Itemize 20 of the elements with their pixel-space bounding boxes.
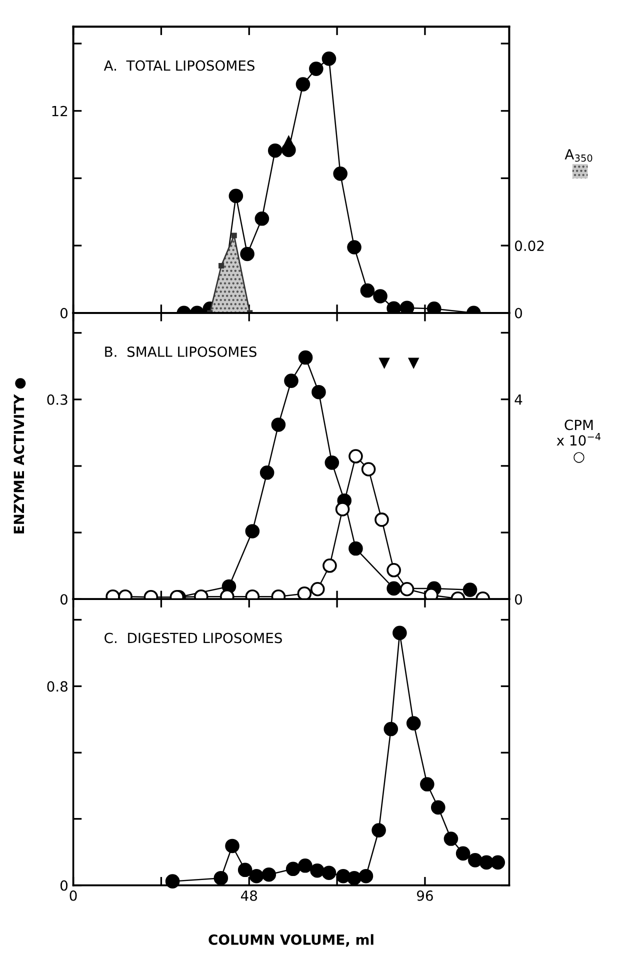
y-tick-label: 12	[52, 106, 68, 116]
y-tick-label: 0	[60, 594, 68, 605]
y-tick-label: 0.3	[47, 394, 68, 405]
y-tick-label: 0	[60, 880, 68, 891]
y-tick-label: 0.8	[47, 681, 68, 692]
y2-tick-label: 0.02	[514, 240, 544, 252]
text: CPM x 10$^{−4}$ ○	[556, 420, 601, 463]
x-tick-label: 96	[417, 890, 433, 901]
x-tick-label: 48	[240, 890, 258, 901]
text: C. DIGESTED LIPOSOMES	[104, 632, 282, 644]
y2-tick-label: 0	[514, 594, 522, 605]
y2-tick-label: 0	[514, 308, 522, 318]
text: A. TOTAL LIPOSOMES	[104, 60, 254, 71]
x-axis-title: COLUMN VOLUME, ml	[208, 934, 374, 947]
y2-tick-label: 4	[514, 394, 522, 405]
text: B. SMALL LIPOSOMES	[105, 346, 256, 358]
y-tick-label: 0	[60, 308, 68, 318]
y2-axis-title: A$_{350}$	[564, 149, 592, 162]
y-axis-title: ENZYME ACTIVITY ●	[14, 378, 26, 534]
x-tick-label: 0	[70, 890, 77, 901]
